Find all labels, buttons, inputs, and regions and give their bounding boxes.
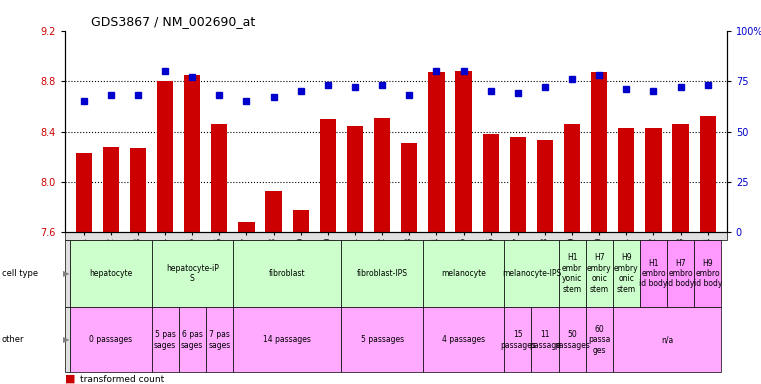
Text: H1
embr
yonic
stem: H1 embr yonic stem bbox=[562, 253, 582, 294]
Bar bbox=[184, 75, 200, 232]
Bar bbox=[510, 137, 526, 232]
Text: fibroblast-IPS: fibroblast-IPS bbox=[357, 269, 408, 278]
Text: H7
embry
onic
stem: H7 embry onic stem bbox=[587, 253, 612, 294]
Text: 50
passages: 50 passages bbox=[554, 330, 590, 349]
Bar bbox=[618, 128, 635, 232]
Text: 11
passage: 11 passage bbox=[529, 330, 561, 349]
Text: ▶: ▶ bbox=[63, 335, 69, 344]
Text: other: other bbox=[2, 335, 24, 344]
Bar bbox=[401, 143, 418, 232]
Text: 60
passa
ges: 60 passa ges bbox=[588, 325, 610, 355]
Text: 6 pas
sages: 6 pas sages bbox=[181, 330, 203, 349]
Bar bbox=[591, 72, 607, 232]
Text: ▶: ▶ bbox=[63, 269, 69, 278]
Bar bbox=[75, 153, 92, 232]
Bar bbox=[212, 124, 228, 232]
Bar bbox=[266, 191, 282, 232]
Bar bbox=[482, 134, 498, 232]
Bar bbox=[673, 124, 689, 232]
Text: 14 passages: 14 passages bbox=[263, 335, 311, 344]
Bar bbox=[455, 71, 472, 232]
Bar bbox=[157, 81, 174, 232]
Bar bbox=[428, 72, 444, 232]
Text: hepatocyte: hepatocyte bbox=[89, 269, 132, 278]
Bar bbox=[699, 116, 716, 232]
Bar bbox=[293, 210, 309, 232]
Text: GDS3867 / NM_002690_at: GDS3867 / NM_002690_at bbox=[91, 15, 256, 28]
Text: n/a: n/a bbox=[661, 335, 673, 344]
Bar bbox=[374, 118, 390, 232]
Text: 0 passages: 0 passages bbox=[89, 335, 132, 344]
Text: 4 passages: 4 passages bbox=[442, 335, 485, 344]
Text: 5 passages: 5 passages bbox=[361, 335, 404, 344]
Text: melanocyte-IPS: melanocyte-IPS bbox=[501, 269, 561, 278]
Text: ■: ■ bbox=[65, 374, 75, 384]
Bar bbox=[320, 119, 336, 232]
Text: H1
embro
id body: H1 embro id body bbox=[639, 259, 667, 288]
Bar bbox=[564, 124, 580, 232]
Text: 5 pas
sages: 5 pas sages bbox=[154, 330, 177, 349]
Text: H9
embry
onic
stem: H9 embry onic stem bbox=[614, 253, 638, 294]
Bar bbox=[130, 148, 146, 232]
Text: H7
embro
id body: H7 embro id body bbox=[667, 259, 695, 288]
Bar bbox=[537, 140, 553, 232]
Text: cell type: cell type bbox=[2, 269, 37, 278]
Text: 15
passages: 15 passages bbox=[500, 330, 536, 349]
Bar bbox=[103, 147, 119, 232]
Text: fibroblast: fibroblast bbox=[269, 269, 305, 278]
Bar bbox=[347, 126, 363, 232]
Bar bbox=[238, 222, 255, 232]
Text: melanocyte: melanocyte bbox=[441, 269, 486, 278]
Bar bbox=[645, 128, 661, 232]
Text: 7 pas
sages: 7 pas sages bbox=[209, 330, 231, 349]
Text: hepatocyte-iP
S: hepatocyte-iP S bbox=[166, 264, 218, 283]
Text: transformed count: transformed count bbox=[80, 375, 164, 384]
Text: H9
embro
id body: H9 embro id body bbox=[693, 259, 722, 288]
